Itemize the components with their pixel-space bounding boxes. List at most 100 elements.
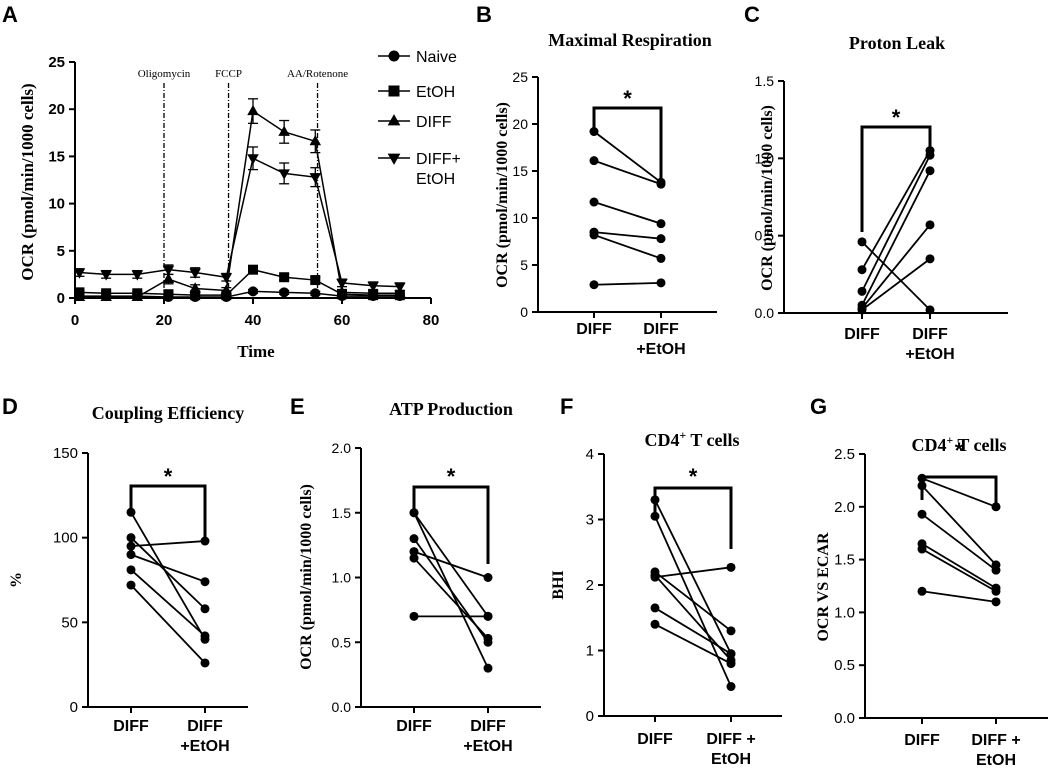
significance-bracket bbox=[860, 125, 932, 232]
category-label: DIFF bbox=[576, 321, 612, 338]
data-point bbox=[589, 197, 599, 207]
panel-g-chart: 0.0 0.5 1.0 1.5 2.0 2.5 DIFF DIFF + EtOH CD4+ T c… bbox=[815, 434, 1048, 769]
y-tick-label: 1.0 bbox=[755, 150, 775, 166]
data-point bbox=[126, 533, 136, 543]
data-point bbox=[917, 544, 927, 554]
y-tick-label: 5 bbox=[57, 243, 65, 260]
category-label-line: DIFF + bbox=[971, 732, 1020, 749]
y-tick-label: 0.0 bbox=[834, 710, 855, 727]
data-point bbox=[726, 562, 736, 572]
category-label-line: +EtOH bbox=[905, 346, 954, 363]
data-point bbox=[483, 633, 493, 643]
pair-line bbox=[593, 234, 662, 260]
panel-letter-b: B bbox=[476, 2, 492, 27]
data-point bbox=[190, 290, 201, 301]
data-point bbox=[126, 580, 136, 590]
y-tick-label: 150 bbox=[53, 445, 78, 462]
data-point bbox=[917, 509, 927, 519]
legend-marker-square bbox=[388, 85, 400, 97]
panel-d-chart: 0 50 100 150 DIFF DIFF +EtOH Coupling Efficienc… bbox=[8, 403, 248, 755]
pair-line bbox=[130, 540, 206, 548]
data-point bbox=[726, 659, 736, 669]
y-tick-label: 20 bbox=[48, 101, 65, 118]
x-tick-label: 80 bbox=[423, 312, 440, 329]
category-label-line: DIFF bbox=[637, 731, 673, 748]
data-point bbox=[100, 270, 112, 281]
pair-line bbox=[654, 499, 732, 655]
y-tick-label: 0.0 bbox=[332, 699, 352, 715]
category-label-line: DIFF bbox=[470, 718, 506, 735]
pair-line bbox=[593, 201, 662, 225]
data-point bbox=[247, 104, 259, 116]
pair-line bbox=[861, 258, 931, 311]
chart-title: Maximal Respiration bbox=[548, 30, 712, 50]
y-tick-label: 0.5 bbox=[332, 634, 352, 650]
y-tick-label: 0.0 bbox=[755, 305, 775, 321]
data-point bbox=[991, 502, 1001, 512]
data-point bbox=[409, 508, 419, 518]
data-point bbox=[726, 626, 736, 636]
data-point bbox=[925, 254, 935, 264]
legend-label: Naive bbox=[416, 49, 457, 66]
y-tick-label: 0 bbox=[57, 290, 65, 307]
legend-marker-triangle-up bbox=[387, 114, 401, 126]
y-tick-label: 1.5 bbox=[834, 552, 855, 569]
data-point bbox=[991, 565, 1001, 575]
data-point bbox=[409, 553, 419, 563]
y-tick-label: 3 bbox=[586, 512, 594, 529]
data-point bbox=[189, 282, 201, 293]
data-point bbox=[73, 290, 86, 302]
category-label: DIFF bbox=[637, 731, 673, 748]
y-tick-label: 1.0 bbox=[332, 570, 352, 586]
data-point bbox=[656, 253, 666, 263]
y-axis-title: OCR (pmol/min/1000 cells) bbox=[298, 484, 315, 670]
data-point bbox=[656, 234, 666, 244]
pair-line bbox=[921, 590, 997, 603]
data-point bbox=[650, 495, 660, 505]
title-part: T cells bbox=[686, 430, 739, 450]
data-point bbox=[278, 169, 290, 180]
category-label-line: DIFF bbox=[187, 718, 223, 735]
data-point bbox=[857, 265, 867, 275]
chart-title: ATP Production bbox=[389, 399, 513, 419]
pair-line bbox=[921, 542, 997, 589]
title-part: CD4 bbox=[911, 435, 946, 455]
data-point bbox=[857, 237, 867, 247]
pair-line bbox=[921, 513, 997, 571]
title-part: T cells bbox=[953, 435, 1006, 455]
data-point bbox=[126, 507, 136, 517]
data-point bbox=[309, 173, 322, 184]
category-label: DIFF +EtOH bbox=[463, 718, 512, 755]
y-axis-title: OCR (pmol/min/1000 cells) bbox=[759, 105, 776, 291]
title-superscript: + bbox=[946, 434, 953, 447]
series-triangle-down bbox=[73, 146, 406, 293]
pair-line bbox=[861, 150, 931, 271]
category-label-line: DIFF bbox=[912, 326, 948, 343]
data-point bbox=[650, 619, 660, 629]
y-tick-label: 20 bbox=[512, 116, 528, 132]
pair-line bbox=[130, 584, 206, 664]
data-point bbox=[656, 219, 666, 229]
category-label: DIFF bbox=[113, 718, 149, 735]
data-point bbox=[336, 286, 348, 297]
y-axis-title: % bbox=[8, 572, 25, 588]
data-point bbox=[126, 541, 136, 551]
data-point bbox=[309, 135, 322, 146]
category-label: DIFF +EtOH bbox=[905, 326, 954, 363]
data-point bbox=[310, 288, 321, 299]
data-point bbox=[409, 611, 419, 621]
y-tick-label: 25 bbox=[48, 54, 65, 71]
category-label-line: +EtOH bbox=[180, 738, 229, 755]
data-point bbox=[200, 631, 210, 641]
data-point bbox=[589, 280, 599, 290]
pair-line bbox=[130, 511, 206, 640]
legend-label-line: EtOH bbox=[416, 171, 455, 188]
y-tick-label: 10 bbox=[48, 196, 65, 213]
y-tick-label: 4 bbox=[586, 446, 594, 463]
category-label-line: DIFF bbox=[844, 326, 880, 343]
data-point bbox=[131, 290, 144, 302]
data-point bbox=[279, 287, 290, 298]
y-tick-label: 0 bbox=[70, 699, 78, 716]
y-tick-label: 2.0 bbox=[834, 499, 855, 516]
